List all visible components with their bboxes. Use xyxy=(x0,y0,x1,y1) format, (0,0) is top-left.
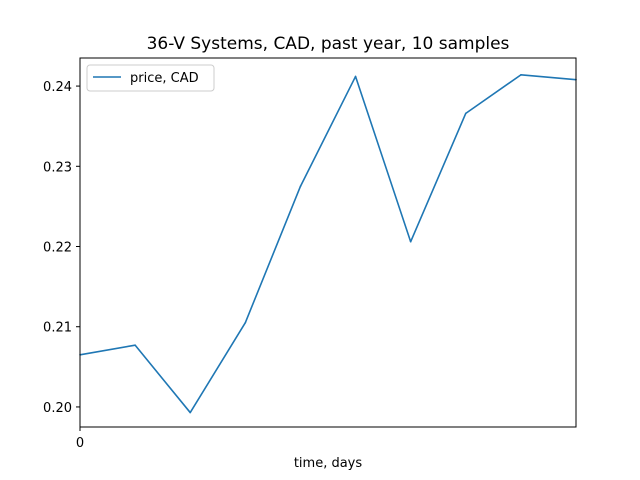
y-tick-label: 0.23 xyxy=(43,160,72,175)
y-tick-label: 0.21 xyxy=(43,321,72,336)
chart-title: 36-V Systems, CAD, past year, 10 samples xyxy=(147,34,510,54)
series-line xyxy=(79,74,577,414)
legend-box xyxy=(86,64,215,92)
x-axis-label: time, days xyxy=(294,456,363,471)
y-tick-label: 0.22 xyxy=(43,241,72,256)
data-point xyxy=(409,240,412,243)
y-tick-label: 0.24 xyxy=(43,80,72,95)
data-point xyxy=(134,344,136,346)
plot-frame xyxy=(79,57,577,428)
y-tick-label: 0.20 xyxy=(43,401,72,416)
data-point xyxy=(354,75,357,78)
legend: price, CAD xyxy=(86,64,215,92)
y-axis: 0.20 0.21 0.22 0.23 0.24 xyxy=(43,80,80,416)
data-point xyxy=(189,411,192,414)
legend-label: price, CAD xyxy=(130,71,199,86)
data-point xyxy=(464,112,467,115)
x-axis: 0 xyxy=(76,427,84,451)
data-point xyxy=(244,321,247,324)
data-point xyxy=(299,185,302,188)
x-tick-label: 0 xyxy=(76,436,84,451)
data-point xyxy=(520,74,522,76)
plot-area xyxy=(79,74,577,414)
